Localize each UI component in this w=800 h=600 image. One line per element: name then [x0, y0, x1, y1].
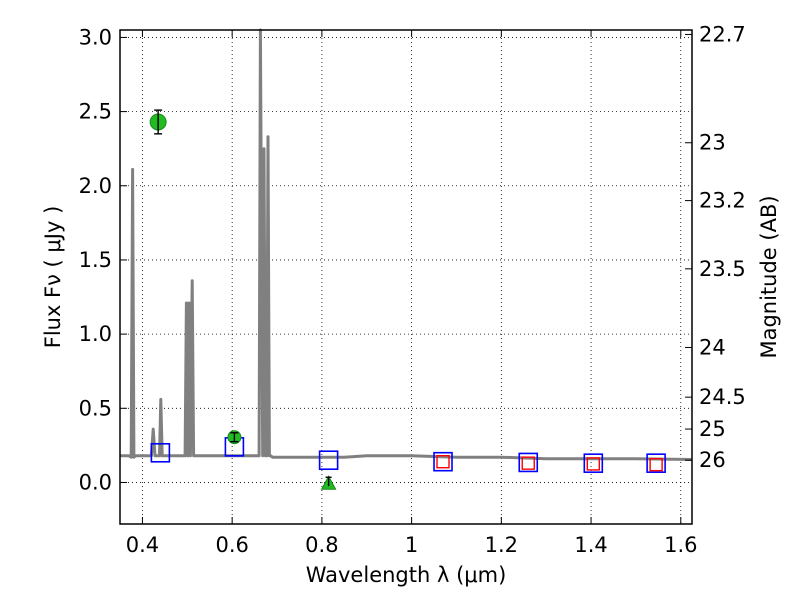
sed-model-line	[120, 28, 693, 461]
model-photometry-square	[646, 453, 666, 473]
right-tick-label: 23	[699, 131, 726, 155]
y-axis-label: Flux Fν ( μJy )	[41, 206, 65, 349]
x-axis-label: Wavelength λ (μm)	[306, 563, 507, 587]
data-markers	[149, 109, 666, 490]
right-tick-label: 24.5	[699, 385, 746, 409]
grid	[120, 30, 692, 524]
y-tick-label: 2.0	[79, 174, 112, 198]
y-tick-label: 3.0	[79, 25, 112, 49]
x-tick-label: 1.2	[485, 533, 518, 557]
model-photometry-square	[433, 451, 453, 472]
x-tick-label: 1.6	[664, 533, 697, 557]
model-photometry-square-red	[586, 457, 601, 471]
x-tick-label: 1	[405, 533, 418, 557]
x-tick-label: 0.4	[126, 533, 159, 557]
right-axis-label: Magnitude (AB)	[757, 195, 781, 358]
model-photometry-square	[583, 453, 604, 473]
model-photometry-square-red	[521, 456, 535, 470]
y-tick-label: 0.5	[79, 396, 112, 420]
plot-frame	[119, 29, 693, 525]
data-series	[120, 28, 693, 461]
right-tick-label: 22.7	[699, 22, 746, 46]
y-tick-label: 0.0	[79, 470, 112, 494]
y-tick-label: 1.0	[79, 322, 112, 346]
y-tick-label: 2.5	[79, 100, 112, 124]
x-tick-label: 0.6	[215, 533, 248, 557]
model-photometry-square	[150, 442, 171, 463]
axis-ticks: 0.4 0.6 0.8 1 1.2 1.4 1.6 0.0 0.5 1.0 1.5 2.0 2.5 3.0…	[79, 22, 746, 557]
right-tick-label: 24	[699, 335, 726, 359]
right-tick-label: 23.2	[699, 189, 746, 213]
model-photometry-square-red	[649, 457, 663, 472]
x-tick-label: 1.4	[574, 533, 607, 557]
model-photometry-square	[318, 450, 339, 471]
right-tick-label: 23.5	[699, 257, 746, 281]
x-tick-label: 0.8	[305, 533, 338, 557]
right-tick-label: 26	[699, 448, 726, 472]
right-tick-label: 25	[699, 417, 726, 441]
y-tick-label: 1.5	[79, 248, 112, 272]
model-photometry-square-red	[436, 454, 450, 469]
model-photometry-square	[518, 452, 539, 473]
